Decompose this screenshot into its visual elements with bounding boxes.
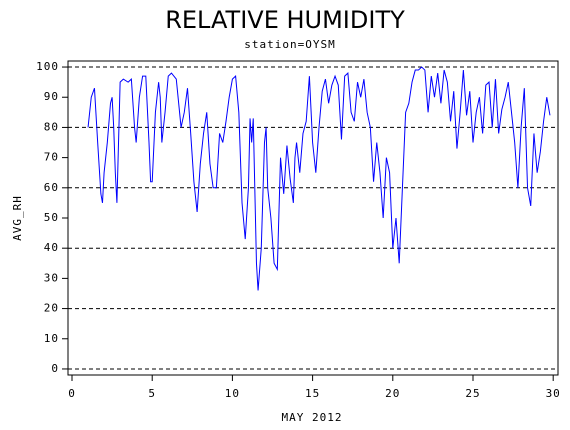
- x-tick-label: 15: [305, 387, 320, 400]
- x-tick-label: 5: [148, 387, 156, 400]
- chart-title: RELATIVE HUMIDITY: [165, 6, 405, 34]
- y-tick-label: 70: [44, 151, 59, 164]
- y-tick-label: 100: [36, 60, 59, 73]
- y-tick-label: 50: [44, 211, 59, 224]
- y-tick-label: 0: [51, 362, 59, 375]
- data-line: [87, 66, 551, 291]
- x-tick-label: 10: [225, 387, 240, 400]
- y-tick-label: 10: [44, 332, 59, 345]
- y-tick-label: 40: [44, 241, 59, 254]
- y-tick-label: 60: [44, 181, 59, 194]
- x-axis-label: MAY 2012: [282, 411, 343, 424]
- y-tick-label: 30: [44, 271, 59, 284]
- x-tick-label: 30: [546, 387, 561, 400]
- y-axis-label: AVG_RH: [11, 195, 24, 241]
- y-tick-label: 20: [44, 302, 59, 315]
- x-tick-label: 20: [385, 387, 400, 400]
- x-tick-label: 0: [68, 387, 76, 400]
- y-tick-label: 90: [44, 90, 59, 103]
- x-tick-label: 25: [465, 387, 480, 400]
- y-tick-label: 80: [44, 120, 59, 133]
- chart-subtitle: station=OYSM: [244, 38, 335, 51]
